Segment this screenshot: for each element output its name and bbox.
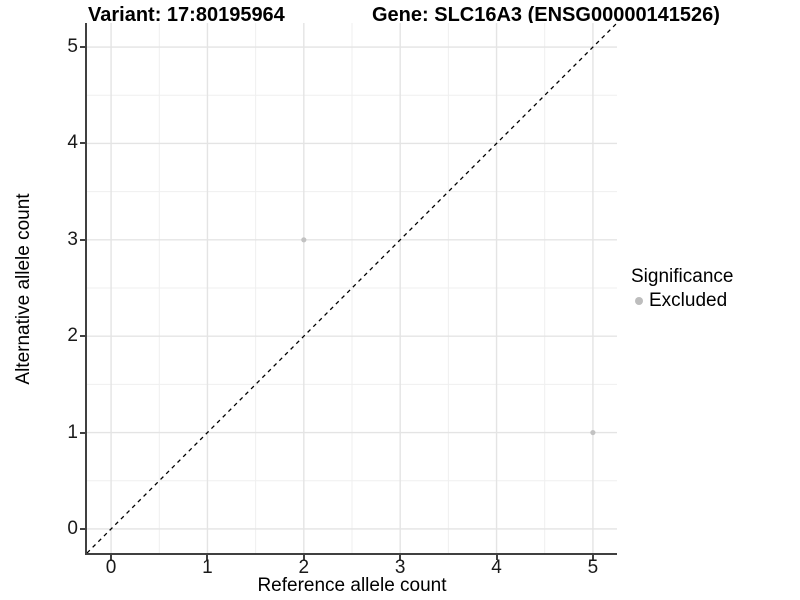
x-tick-label: 4 — [491, 557, 502, 578]
x-tick-mark — [399, 555, 402, 560]
x-tick-label: 0 — [105, 557, 117, 578]
y-tick-mark — [80, 431, 85, 434]
legend-item-excluded: Excluded — [631, 290, 733, 312]
variant-title: Variant: 17:80195964 — [88, 4, 285, 26]
x-tick-mark — [591, 555, 594, 560]
y-tick-mark — [80, 46, 85, 49]
x-tick-mark — [495, 555, 498, 560]
y-tick-label: 2 — [67, 325, 78, 347]
excluded-point-icon — [635, 297, 643, 305]
x-tick-mark — [206, 555, 209, 560]
data-point — [301, 237, 307, 243]
identity-line — [87, 23, 617, 553]
x-tick-mark — [110, 555, 113, 560]
x-axis-title: Reference allele count — [257, 575, 447, 596]
y-tick-label: 0 — [67, 517, 78, 539]
plot-panel — [85, 23, 617, 555]
legend: Significance Excluded — [631, 266, 733, 312]
gene-title: Gene: SLC16A3 (ENSG00000141526) — [372, 4, 720, 26]
y-tick-mark — [80, 527, 85, 530]
y-tick-label: 4 — [67, 132, 78, 154]
x-tick-label: 5 — [587, 557, 599, 578]
plot-canvas — [87, 23, 617, 553]
x-tick-mark — [302, 555, 305, 560]
y-axis-title: Alternative allele count — [13, 193, 34, 385]
y-tick-label: 3 — [67, 228, 78, 250]
y-tick-mark — [80, 238, 85, 241]
legend-title: Significance — [631, 266, 734, 287]
y-tick-label: 5 — [67, 36, 78, 58]
x-tick-label: 3 — [394, 557, 406, 578]
x-tick-label: 1 — [202, 557, 213, 578]
data-point — [590, 429, 596, 436]
y-tick-mark — [80, 335, 85, 338]
y-tick-label: 1 — [67, 421, 78, 443]
x-tick-label: 2 — [298, 557, 310, 578]
y-tick-mark — [80, 142, 85, 145]
legend-item-label: Excluded — [649, 290, 728, 311]
